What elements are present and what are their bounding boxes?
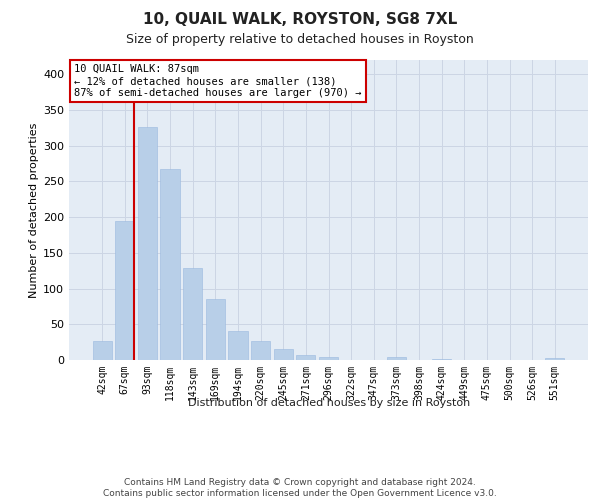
Bar	[274, 348, 293, 360]
Bar	[387, 357, 406, 360]
Bar	[138, 127, 157, 360]
Bar	[92, 342, 112, 360]
Bar	[545, 358, 565, 360]
Text: Size of property relative to detached houses in Royston: Size of property relative to detached ho…	[126, 32, 474, 46]
Text: 10, QUAIL WALK, ROYSTON, SG8 7XL: 10, QUAIL WALK, ROYSTON, SG8 7XL	[143, 12, 457, 28]
Bar	[296, 355, 316, 360]
Y-axis label: Number of detached properties: Number of detached properties	[29, 122, 39, 298]
Bar	[160, 170, 180, 360]
Text: 10 QUAIL WALK: 87sqm
← 12% of detached houses are smaller (138)
87% of semi-deta: 10 QUAIL WALK: 87sqm ← 12% of detached h…	[74, 64, 362, 98]
Bar	[432, 358, 451, 360]
Bar	[319, 357, 338, 360]
Text: Distribution of detached houses by size in Royston: Distribution of detached houses by size …	[188, 398, 470, 407]
Bar	[115, 222, 134, 360]
Text: Contains HM Land Registry data © Crown copyright and database right 2024.
Contai: Contains HM Land Registry data © Crown c…	[103, 478, 497, 498]
Bar	[183, 268, 202, 360]
Bar	[251, 340, 270, 360]
Bar	[229, 332, 248, 360]
Bar	[206, 298, 225, 360]
